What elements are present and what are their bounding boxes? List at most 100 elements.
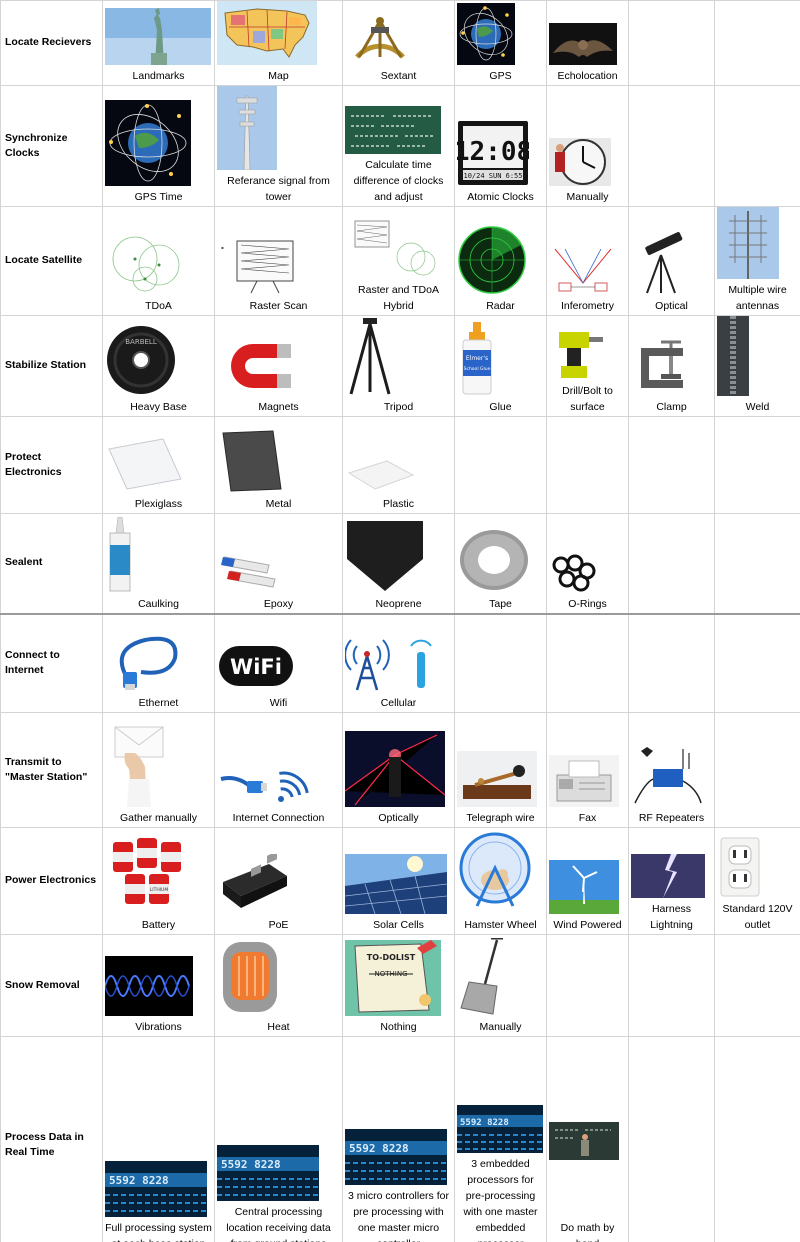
option-label: Vibrations <box>135 1021 182 1033</box>
option-cell: Map <box>214 0 343 86</box>
duct-tape-image <box>457 527 544 593</box>
empty-cell <box>628 513 715 614</box>
row-power-electronics: Power Electronics LITHIUM Battery PoE So… <box>0 827 800 935</box>
option-label: Heavy Base <box>130 401 187 413</box>
option-cell: Optical <box>628 206 715 316</box>
option-cell: Plexiglass <box>102 416 215 514</box>
option-label: Multiple wire antennas <box>728 284 787 312</box>
row-label: Locate Satellite <box>0 206 103 316</box>
option-label: Telegraph wire <box>466 812 535 824</box>
row-transmit-master: Transmit to "Master Station" Gather manu… <box>0 712 800 828</box>
row-stabilize-station: Stabilize Station BARBELL Heavy Base Mag… <box>0 315 800 417</box>
option-cell: Cellular <box>342 612 455 713</box>
option-cell: GPS Time <box>102 85 215 207</box>
empty-cell <box>714 0 800 86</box>
option-label: Metal <box>265 498 292 510</box>
row-label: Protect Electronics <box>0 416 103 514</box>
data-screen-image: 5592 8228 <box>105 1161 212 1217</box>
gps-satellites-image <box>457 3 544 65</box>
option-cell: Sextant <box>342 0 455 86</box>
option-cell: 5592 8228 3 micro controllers for pre pr… <box>342 1036 455 1242</box>
option-label: O-Rings <box>568 597 607 610</box>
option-cell: TDoA <box>102 206 215 316</box>
empty-cell <box>628 0 715 86</box>
cellular-tower-icon <box>345 636 452 692</box>
row-sealent: Sealent Caulking Epoxy Neoprene Tape <box>0 513 800 614</box>
drill-image <box>549 326 626 380</box>
option-cell: Echolocation <box>546 0 629 86</box>
row-label: Synchronize Clocks <box>0 85 103 207</box>
caulking-tube-image <box>105 516 212 593</box>
option-label: Internet Connection <box>232 812 325 824</box>
option-cell: ▪ Raster Scan <box>214 206 343 316</box>
option-cell: Drill/Bolt to surface <box>546 315 629 417</box>
wall-outlet-image <box>717 836 798 898</box>
clock-digits: 12:08 <box>457 137 529 167</box>
option-cell: 5592 8228 Central processing location re… <box>214 1036 343 1242</box>
option-cell: Gather manually <box>102 712 215 828</box>
option-cell: Fax <box>546 712 629 828</box>
option-label: Full processing system at each base stat… <box>105 1222 212 1242</box>
option-label: Hamster Wheel <box>464 919 537 931</box>
radar-image <box>457 225 544 295</box>
option-cell: Multiple wire antennas <box>714 206 800 316</box>
row-connect-internet: Connect to Internet Ethernet WiFi Wifi C… <box>0 612 800 713</box>
solar-panels-image <box>345 854 452 914</box>
option-cell: RF Repeaters <box>628 712 715 828</box>
row-label: Process Data in Real Time <box>0 1036 103 1242</box>
glue-bottle-image: Elmer's School Glue <box>457 320 544 396</box>
option-cell: Ethernet <box>102 612 215 713</box>
empty-cell <box>628 85 715 207</box>
option-cell: Hamster Wheel <box>454 827 547 935</box>
weight-plate-image: BARBELL <box>105 324 212 396</box>
option-label: Standard 120V outlet <box>722 903 793 931</box>
interferometry-image <box>549 243 626 295</box>
fax-machine-image <box>549 755 626 807</box>
telescope-image <box>631 229 712 295</box>
empty-cell <box>628 934 715 1037</box>
option-label: GPS Time <box>134 191 183 203</box>
empty-cell <box>546 416 629 514</box>
option-label: Epoxy <box>263 597 294 610</box>
option-label: Do math by hand <box>560 1222 615 1242</box>
option-label: Weld <box>745 401 770 413</box>
option-label: Drill/Bolt to surface <box>562 385 613 413</box>
option-cell: Weld <box>714 315 800 417</box>
option-cell: Do math by hand <box>546 1036 629 1242</box>
option-label: Glue <box>489 401 512 413</box>
option-label: Cellular <box>380 697 417 709</box>
option-cell: Telegraph wire <box>454 712 547 828</box>
empty-cell <box>714 612 800 713</box>
option-cell: Tape <box>454 513 547 614</box>
empty-cell <box>714 513 800 614</box>
row-locate-satellite: Locate Satellite TDoA ▪ Raster Scan Rast… <box>0 206 800 316</box>
option-label: GPS <box>489 70 512 82</box>
option-label: Calculate time difference of clocks and … <box>353 159 444 203</box>
empty-cell <box>628 612 715 713</box>
option-label: Heat <box>267 1021 290 1033</box>
row-label: Stabilize Station <box>0 315 103 417</box>
glue-label: School Glue <box>464 366 491 372</box>
atomic-clock-image: 12:08 10/24 SUN 6:55 <box>457 120 544 186</box>
option-cell: GPS <box>454 0 547 86</box>
option-label: Harness Lightning <box>650 903 693 931</box>
landmark-statue-image <box>105 8 212 65</box>
option-label: Clamp <box>656 401 687 413</box>
laser-optics-image <box>345 731 452 807</box>
option-label: Neoprene <box>375 597 422 610</box>
option-label: Solar Cells <box>373 919 424 931</box>
empty-cell <box>628 1036 715 1242</box>
empty-cell <box>546 612 629 713</box>
option-label: 3 embedded processors for pre-processing… <box>463 1158 538 1242</box>
option-cell: Inferometry <box>546 206 629 316</box>
option-cell: Solar Cells <box>342 827 455 935</box>
option-label: Fax <box>578 812 597 824</box>
option-cell: Heat <box>214 934 343 1037</box>
vibration-wave-image <box>105 956 212 1016</box>
sextant-image <box>345 13 452 65</box>
option-cell: 5592 8228 3 embedded processors for pre-… <box>454 1036 547 1242</box>
option-label: Optically <box>378 812 419 824</box>
option-cell: TO-DOLIST NOTHING Nothing <box>342 934 455 1037</box>
tripod-image <box>345 317 452 397</box>
empty-cell <box>546 934 629 1037</box>
